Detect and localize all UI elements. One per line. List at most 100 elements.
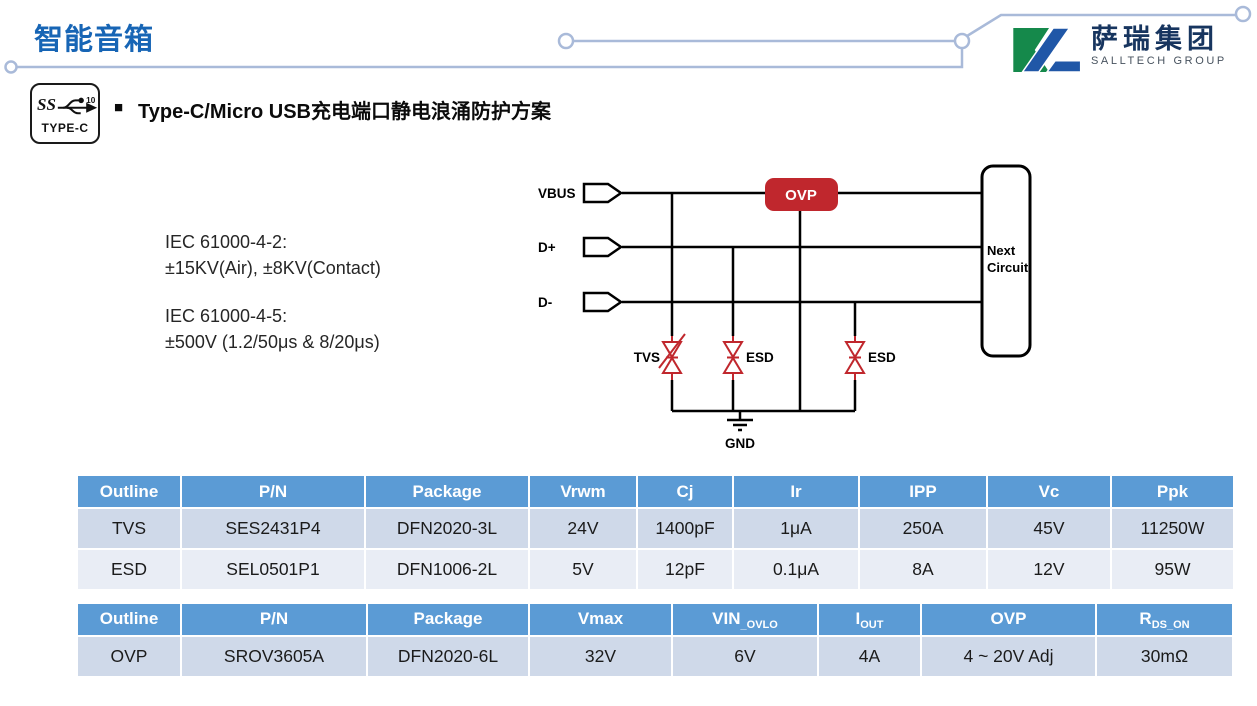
logo-text: 萨瑞集团 SALLTECH GROUP: [1091, 24, 1227, 67]
table-row: ESD SEL0501P1 DFN1006-2L 5V 12pF 0.1μA 8…: [78, 550, 1233, 589]
cell: 24V: [530, 509, 636, 548]
logo-blue-bar: [1045, 59, 1082, 73]
cell: 32V: [530, 637, 671, 676]
decor-line-lower: [17, 48, 964, 69]
section-heading: Type-C/Micro USB充电端口静电浪涌防护方案: [138, 101, 551, 123]
cell: OVP: [78, 637, 180, 676]
cell: SROV3605A: [182, 637, 366, 676]
cell: DFN2020-6L: [368, 637, 528, 676]
esd-diode-icon: [844, 336, 866, 380]
column-header: IPP: [860, 476, 986, 507]
iec-std2-value: ±500V (1.2/50μs & 8/20μs): [165, 332, 380, 352]
logo-company-name: 萨瑞集团: [1091, 24, 1219, 54]
column-header: OVP: [922, 604, 1095, 635]
column-header: RDS_ON: [1097, 604, 1232, 635]
page-title: 智能音箱: [34, 24, 155, 56]
usb-ss-row: SS 10: [37, 92, 98, 118]
heading-bullet-icon: ■: [114, 99, 124, 116]
next-circuit-label-line1: Next: [987, 243, 1016, 258]
usb-trident-icon: 10: [57, 96, 98, 115]
usb-speed-label: 10: [86, 96, 96, 105]
logo-company-subtitle: SALLTECH GROUP: [1091, 55, 1227, 67]
decor-node-circle: [953, 32, 971, 50]
ground-symbol-icon: [727, 418, 753, 432]
cell: 4 ~ 20V Adj: [922, 637, 1095, 676]
column-header: Ppk: [1112, 476, 1233, 507]
column-header: Package: [366, 476, 528, 507]
type-c-caption: TYPE-C: [41, 121, 89, 135]
column-header: Outline: [78, 604, 180, 635]
column-header: Package: [368, 604, 528, 635]
type-c-badge: SS 10 TYPE-C: [30, 83, 100, 144]
esd-diode-icon: [722, 336, 744, 380]
cell: 1400pF: [638, 509, 732, 548]
company-logo: 萨瑞集团 SALLTECH GROUP: [1012, 24, 1227, 74]
cell: 11250W: [1112, 509, 1233, 548]
cell: SEL0501P1: [182, 550, 364, 589]
cell: 250A: [860, 509, 986, 548]
vbus-pin-icon: [582, 182, 624, 204]
table-header-row: Outline P/N Package Vmax VIN_OVLO IOUT O…: [78, 604, 1232, 635]
decor-line-diagonal: [966, 13, 1236, 38]
cell: 45V: [988, 509, 1110, 548]
usb-ss-label: SS: [37, 95, 56, 114]
cell: ESD: [78, 550, 180, 589]
decor-node-circle: [1234, 5, 1252, 23]
iec-std1-value: ±15KV(Air), ±8KV(Contact): [165, 258, 381, 278]
cell: 1μA: [734, 509, 858, 548]
column-header: IOUT: [819, 604, 920, 635]
cell: 95W: [1112, 550, 1233, 589]
spacer: [165, 281, 381, 303]
logo-blue-diagonal: [1021, 27, 1071, 73]
dminus-pin-icon: [582, 291, 624, 313]
cell: 30mΩ: [1097, 637, 1232, 676]
next-circuit-block: [980, 164, 1032, 358]
tvs-esd-spec-table: Outline P/N Package Vrwm Cj Ir IPP Vc Pp…: [76, 474, 1235, 591]
column-header: Vmax: [530, 604, 671, 635]
cell: DFN2020-3L: [366, 509, 528, 548]
gnd-label: GND: [725, 436, 755, 451]
iec-std1-title: IEC 61000-4-2:: [165, 232, 288, 252]
cell: DFN1006-2L: [366, 550, 528, 589]
column-header: Vc: [988, 476, 1110, 507]
vbus-label: VBUS: [538, 186, 576, 201]
decor-node-circle: [557, 32, 575, 50]
decorative-connector-lines: [4, 5, 1252, 74]
dplus-pin-icon: [582, 236, 624, 258]
dminus-label: D-: [538, 295, 552, 310]
ovp-block: [765, 178, 838, 211]
table-row: TVS SES2431P4 DFN2020-3L 24V 1400pF 1μA …: [78, 509, 1233, 548]
iec-spec-block: IEC 61000-4-2: ±15KV(Air), ±8KV(Contact)…: [165, 229, 381, 355]
column-header: VIN_OVLO: [673, 604, 817, 635]
column-header: Vrwm: [530, 476, 636, 507]
company-logo-icon: [1013, 27, 1082, 73]
column-header: Ir: [734, 476, 858, 507]
column-header: P/N: [182, 604, 366, 635]
table-header-row: Outline P/N Package Vrwm Cj Ir IPP Vc Pp…: [78, 476, 1233, 507]
cell: SES2431P4: [182, 509, 364, 548]
decor-node-circle: [4, 60, 18, 74]
cell: 12pF: [638, 550, 732, 589]
cell: 0.1μA: [734, 550, 858, 589]
input-pin-connectors: [582, 182, 624, 313]
cell: 5V: [530, 550, 636, 589]
ovp-block-label: OVP: [785, 187, 817, 204]
cell: 12V: [988, 550, 1110, 589]
table-row: OVP SROV3605A DFN2020-6L 32V 6V 4A 4 ~ 2…: [78, 637, 1232, 676]
circuit-wires: [622, 191, 982, 420]
esd-label: ESD: [868, 350, 896, 365]
cell: 8A: [860, 550, 986, 589]
dplus-label: D+: [538, 240, 556, 255]
cell: TVS: [78, 509, 180, 548]
esd-label: ESD: [746, 350, 774, 365]
cell: 4A: [819, 637, 920, 676]
column-header: Cj: [638, 476, 732, 507]
column-header: Outline: [78, 476, 180, 507]
ovp-spec-table: Outline P/N Package Vmax VIN_OVLO IOUT O…: [76, 602, 1234, 678]
protection-circuit-diagram: OVP Next Circuit VBUS D+ D-: [538, 164, 1032, 451]
tvs-diode-icon: [658, 333, 686, 380]
cell: 6V: [673, 637, 817, 676]
column-header: P/N: [182, 476, 364, 507]
iec-std2-title: IEC 61000-4-5:: [165, 306, 288, 326]
